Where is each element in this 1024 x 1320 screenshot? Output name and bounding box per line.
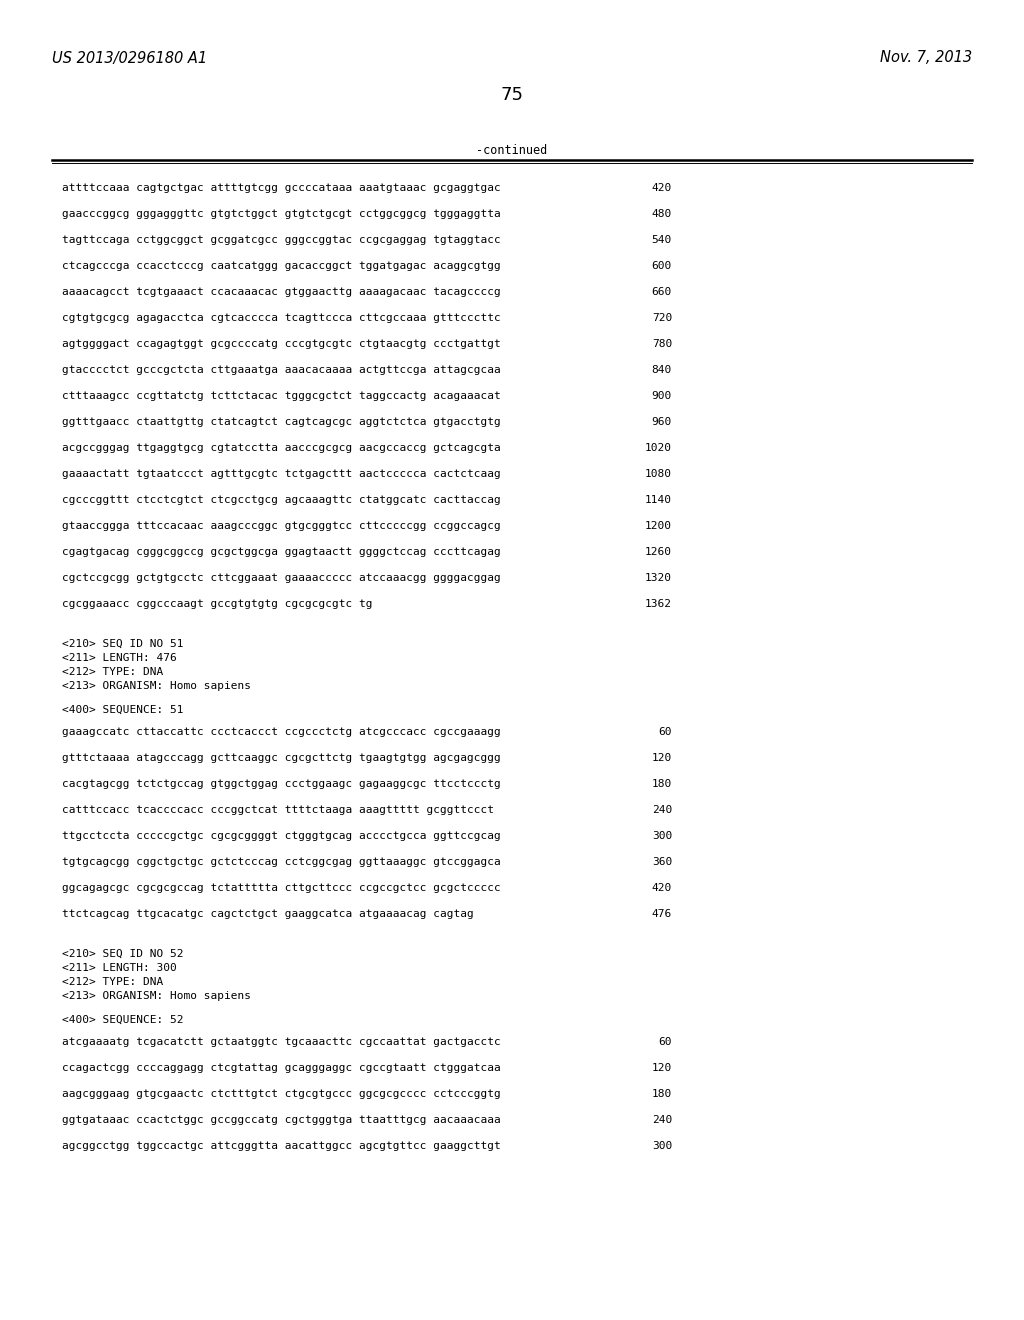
- Text: <400> SEQUENCE: 51: <400> SEQUENCE: 51: [62, 705, 183, 715]
- Text: <211> LENGTH: 476: <211> LENGTH: 476: [62, 653, 177, 663]
- Text: attttccaaa cagtgctgac attttgtcgg gccccataaa aaatgtaaac gcgaggtgac: attttccaaa cagtgctgac attttgtcgg gccccat…: [62, 183, 501, 193]
- Text: agtggggact ccagagtggt gcgccccatg cccgtgcgtc ctgtaacgtg ccctgattgt: agtggggact ccagagtggt gcgccccatg cccgtgc…: [62, 339, 501, 348]
- Text: ggtttgaacc ctaattgttg ctatcagtct cagtcagcgc aggtctctca gtgacctgtg: ggtttgaacc ctaattgttg ctatcagtct cagtcag…: [62, 417, 501, 426]
- Text: 660: 660: [651, 286, 672, 297]
- Text: gtacccctct gcccgctcta cttgaaatga aaacacaaaa actgttccga attagcgcaa: gtacccctct gcccgctcta cttgaaatga aaacaca…: [62, 366, 501, 375]
- Text: catttccacc tcaccccacc cccggctcat ttttctaaga aaagttttt gcggttccct: catttccacc tcaccccacc cccggctcat ttttcta…: [62, 805, 494, 814]
- Text: Nov. 7, 2013: Nov. 7, 2013: [880, 50, 972, 66]
- Text: 360: 360: [651, 857, 672, 867]
- Text: ggcagagcgc cgcgcgccag tctattttta cttgcttccc ccgccgctcc gcgctccccc: ggcagagcgc cgcgcgccag tctattttta cttgctt…: [62, 883, 501, 894]
- Text: 1260: 1260: [645, 546, 672, 557]
- Text: 300: 300: [651, 832, 672, 841]
- Text: 240: 240: [651, 1115, 672, 1125]
- Text: cgcggaaacc cggcccaagt gccgtgtgtg cgcgcgcgtc tg: cgcggaaacc cggcccaagt gccgtgtgtg cgcgcgc…: [62, 599, 373, 609]
- Text: tagttccaga cctggcggct gcggatcgcc gggccggtac ccgcgaggag tgtaggtacc: tagttccaga cctggcggct gcggatcgcc gggccgg…: [62, 235, 501, 246]
- Text: ctttaaagcc ccgttatctg tcttctacac tgggcgctct taggccactg acagaaacat: ctttaaagcc ccgttatctg tcttctacac tgggcgc…: [62, 391, 501, 401]
- Text: aagcgggaag gtgcgaactc ctctttgtct ctgcgtgccc ggcgcgcccc cctcccggtg: aagcgggaag gtgcgaactc ctctttgtct ctgcgtg…: [62, 1089, 501, 1100]
- Text: ttctcagcag ttgcacatgc cagctctgct gaaggcatca atgaaaacag cagtag: ttctcagcag ttgcacatgc cagctctgct gaaggca…: [62, 909, 474, 919]
- Text: cgagtgacag cgggcggccg gcgctggcga ggagtaactt ggggctccag cccttcagag: cgagtgacag cgggcggccg gcgctggcga ggagtaa…: [62, 546, 501, 557]
- Text: 1020: 1020: [645, 444, 672, 453]
- Text: 180: 180: [651, 779, 672, 789]
- Text: gtaaccggga tttccacaac aaagcccggc gtgcgggtcc cttcccccgg ccggccagcg: gtaaccggga tttccacaac aaagcccggc gtgcggg…: [62, 521, 501, 531]
- Text: 840: 840: [651, 366, 672, 375]
- Text: gaaagccatc cttaccattc ccctcaccct ccgccctctg atcgcccacc cgccgaaagg: gaaagccatc cttaccattc ccctcaccct ccgccct…: [62, 727, 501, 737]
- Text: cgtgtgcgcg agagacctca cgtcacccca tcagttccca cttcgccaaa gtttcccttc: cgtgtgcgcg agagacctca cgtcacccca tcagttc…: [62, 313, 501, 323]
- Text: 600: 600: [651, 261, 672, 271]
- Text: 240: 240: [651, 805, 672, 814]
- Text: atcgaaaatg tcgacatctt gctaatggtc tgcaaacttc cgccaattat gactgacctc: atcgaaaatg tcgacatctt gctaatggtc tgcaaac…: [62, 1038, 501, 1047]
- Text: 1080: 1080: [645, 469, 672, 479]
- Text: 180: 180: [651, 1089, 672, 1100]
- Text: 960: 960: [651, 417, 672, 426]
- Text: 420: 420: [651, 883, 672, 894]
- Text: 60: 60: [658, 1038, 672, 1047]
- Text: 720: 720: [651, 313, 672, 323]
- Text: -continued: -continued: [476, 144, 548, 157]
- Text: 900: 900: [651, 391, 672, 401]
- Text: <212> TYPE: DNA: <212> TYPE: DNA: [62, 977, 163, 987]
- Text: <210> SEQ ID NO 52: <210> SEQ ID NO 52: [62, 949, 183, 960]
- Text: 476: 476: [651, 909, 672, 919]
- Text: <211> LENGTH: 300: <211> LENGTH: 300: [62, 964, 177, 973]
- Text: tgtgcagcgg cggctgctgc gctctcccag cctcggcgag ggttaaaggc gtccggagca: tgtgcagcgg cggctgctgc gctctcccag cctcggc…: [62, 857, 501, 867]
- Text: 120: 120: [651, 1063, 672, 1073]
- Text: US 2013/0296180 A1: US 2013/0296180 A1: [52, 50, 207, 66]
- Text: ctcagcccga ccacctcccg caatcatggg gacaccggct tggatgagac acaggcgtgg: ctcagcccga ccacctcccg caatcatggg gacaccg…: [62, 261, 501, 271]
- Text: gaaaactatt tgtaatccct agtttgcgtc tctgagcttt aactccccca cactctcaag: gaaaactatt tgtaatccct agtttgcgtc tctgagc…: [62, 469, 501, 479]
- Text: agcggcctgg tggccactgc attcgggtta aacattggcc agcgtgttcc gaaggcttgt: agcggcctgg tggccactgc attcgggtta aacattg…: [62, 1140, 501, 1151]
- Text: <213> ORGANISM: Homo sapiens: <213> ORGANISM: Homo sapiens: [62, 681, 251, 690]
- Text: 480: 480: [651, 209, 672, 219]
- Text: aaaacagcct tcgtgaaact ccacaaacac gtggaacttg aaaagacaac tacagccccg: aaaacagcct tcgtgaaact ccacaaacac gtggaac…: [62, 286, 501, 297]
- Text: 540: 540: [651, 235, 672, 246]
- Text: ggtgataaac ccactctggc gccggccatg cgctgggtga ttaatttgcg aacaaacaaa: ggtgataaac ccactctggc gccggccatg cgctggg…: [62, 1115, 501, 1125]
- Text: cgctccgcgg gctgtgcctc cttcggaaat gaaaaccccc atccaaacgg ggggacggag: cgctccgcgg gctgtgcctc cttcggaaat gaaaacc…: [62, 573, 501, 583]
- Text: acgccgggag ttgaggtgcg cgtatcctta aacccgcgcg aacgccaccg gctcagcgta: acgccgggag ttgaggtgcg cgtatcctta aacccgc…: [62, 444, 501, 453]
- Text: 75: 75: [501, 86, 523, 104]
- Text: 1362: 1362: [645, 599, 672, 609]
- Text: 1200: 1200: [645, 521, 672, 531]
- Text: 420: 420: [651, 183, 672, 193]
- Text: 1140: 1140: [645, 495, 672, 506]
- Text: cacgtagcgg tctctgccag gtggctggag ccctggaagc gagaaggcgc ttcctccctg: cacgtagcgg tctctgccag gtggctggag ccctgga…: [62, 779, 501, 789]
- Text: gtttctaaaa atagcccagg gcttcaaggc cgcgcttctg tgaagtgtgg agcgagcggg: gtttctaaaa atagcccagg gcttcaaggc cgcgctt…: [62, 752, 501, 763]
- Text: 300: 300: [651, 1140, 672, 1151]
- Text: 780: 780: [651, 339, 672, 348]
- Text: 60: 60: [658, 727, 672, 737]
- Text: ccagactcgg ccccaggagg ctcgtattag gcagggaggc cgccgtaatt ctgggatcaa: ccagactcgg ccccaggagg ctcgtattag gcaggga…: [62, 1063, 501, 1073]
- Text: 120: 120: [651, 752, 672, 763]
- Text: 1320: 1320: [645, 573, 672, 583]
- Text: <213> ORGANISM: Homo sapiens: <213> ORGANISM: Homo sapiens: [62, 991, 251, 1001]
- Text: cgcccggttt ctcctcgtct ctcgcctgcg agcaaagttc ctatggcatc cacttaccag: cgcccggttt ctcctcgtct ctcgcctgcg agcaaag…: [62, 495, 501, 506]
- Text: ttgcctccta cccccgctgc cgcgcggggt ctgggtgcag acccctgcca ggttccgcag: ttgcctccta cccccgctgc cgcgcggggt ctgggtg…: [62, 832, 501, 841]
- Text: <210> SEQ ID NO 51: <210> SEQ ID NO 51: [62, 639, 183, 649]
- Text: gaacccggcg gggagggttc gtgtctggct gtgtctgcgt cctggcggcg tgggaggtta: gaacccggcg gggagggttc gtgtctggct gtgtctg…: [62, 209, 501, 219]
- Text: <212> TYPE: DNA: <212> TYPE: DNA: [62, 667, 163, 677]
- Text: <400> SEQUENCE: 52: <400> SEQUENCE: 52: [62, 1015, 183, 1026]
